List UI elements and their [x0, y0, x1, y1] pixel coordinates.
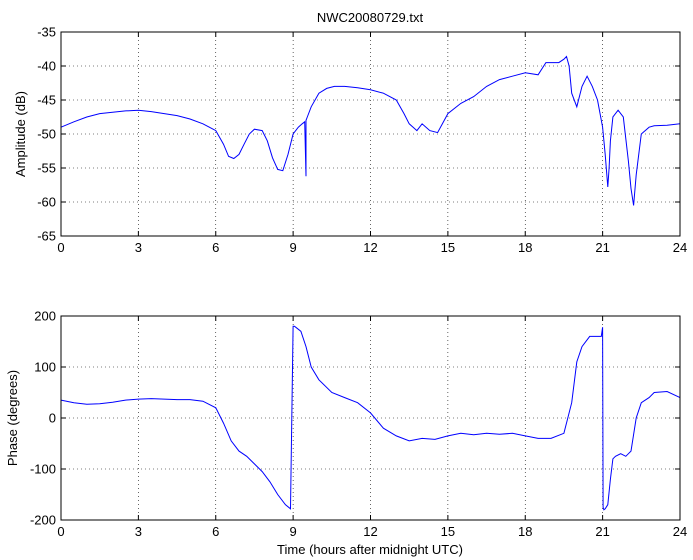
phase-plot: 0 3 6 9 12 15 18 21 24 -200 -100 0 100 200 Phase (deg… [5, 309, 687, 558]
phase-x-tick-label: 3 [135, 524, 142, 539]
phase-x-tick-label: 0 [57, 524, 64, 539]
amplitude-x-tick-label: 0 [57, 240, 64, 255]
time-x-axis-label: Time (hours after midnight UTC) [277, 542, 463, 557]
amplitude-y-axis-label: Amplitude (dB) [13, 91, 28, 177]
phase-ticks: 0 3 6 9 12 15 18 21 24 -200 -100 0 100 200 [30, 309, 687, 540]
amplitude-ticks: 0 3 6 9 12 15 18 21 24 -65 -60 -55 -50 -45 -40 -35 [37, 25, 687, 256]
amplitude-y-tick-label: -40 [37, 59, 56, 74]
phase-x-tick-label: 18 [518, 524, 532, 539]
chart-title: NWC20080729.txt [317, 10, 424, 25]
amplitude-y-tick-label: -55 [37, 161, 56, 176]
phase-x-tick-label: 6 [212, 524, 219, 539]
amplitude-y-tick-label: -50 [37, 127, 56, 142]
amplitude-y-tick-label: -65 [37, 229, 56, 244]
amplitude-x-tick-label: 6 [212, 240, 219, 255]
amplitude-plot-area [61, 32, 680, 236]
phase-y-tick-label: 100 [34, 360, 56, 375]
phase-x-tick-label: 21 [595, 524, 609, 539]
phase-y-tick-label: -100 [30, 462, 56, 477]
amplitude-x-tick-label: 3 [135, 240, 142, 255]
phase-y-tick-label: 0 [49, 411, 56, 426]
amplitude-x-tick-label: 9 [290, 240, 297, 255]
phase-x-tick-label: 9 [290, 524, 297, 539]
amplitude-plot: 0 3 6 9 12 15 18 21 24 -65 -60 -55 -50 -45 -40 -35 Ampl… [13, 25, 687, 256]
amplitude-x-tick-label: 18 [518, 240, 532, 255]
amplitude-y-tick-label: -45 [37, 93, 56, 108]
amplitude-y-tick-label: -35 [37, 25, 56, 40]
amplitude-series-line [60, 55, 681, 206]
amplitude-x-tick-label: 24 [673, 240, 687, 255]
amplitude-y-tick-label: -60 [37, 195, 56, 210]
phase-y-tick-label: 200 [34, 309, 56, 324]
phase-x-tick-label: 24 [673, 524, 687, 539]
phase-x-tick-label: 12 [363, 524, 377, 539]
phase-plot-area [61, 316, 680, 520]
amplitude-x-tick-label: 15 [441, 240, 455, 255]
phase-y-axis-label: Phase (degrees) [5, 370, 20, 466]
phase-series-line [60, 325, 681, 511]
phase-y-tick-label: -200 [30, 513, 56, 528]
amplitude-x-tick-label: 21 [595, 240, 609, 255]
amplitude-x-tick-label: 12 [363, 240, 377, 255]
phase-x-tick-label: 15 [441, 524, 455, 539]
